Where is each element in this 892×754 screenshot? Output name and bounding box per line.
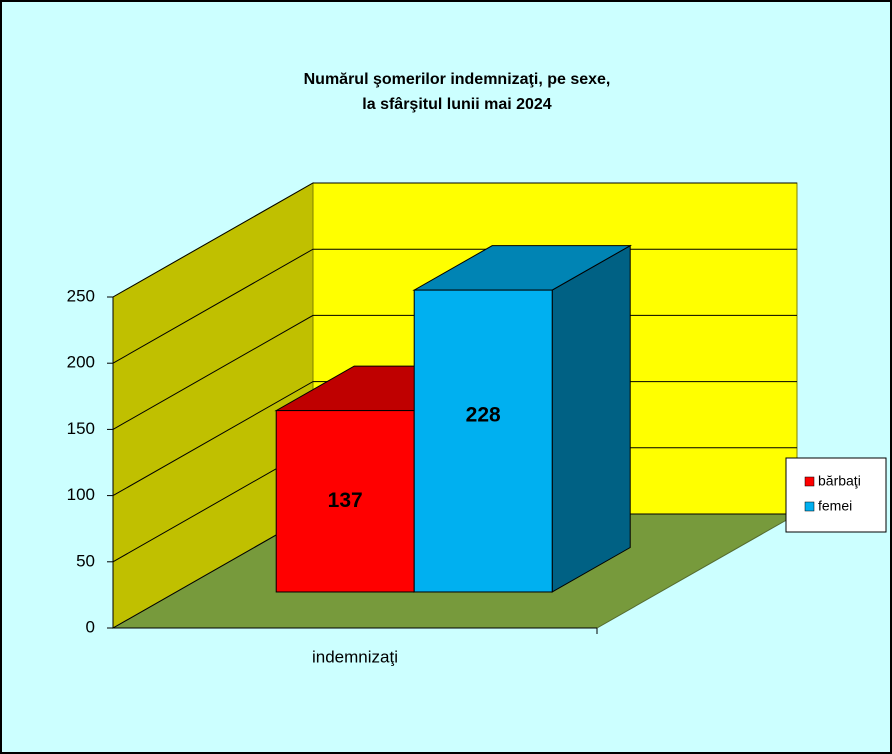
data-label: 137 bbox=[328, 489, 363, 512]
y-tick-label: 200 bbox=[67, 353, 95, 372]
legend-label: bărbaţi bbox=[818, 473, 861, 489]
grid-line bbox=[112, 182, 797, 298]
y-tick-label: 150 bbox=[67, 419, 95, 438]
chart-title: la sfârşitul lunii mai 2024 bbox=[362, 96, 552, 113]
legend bbox=[785, 457, 887, 533]
bar bbox=[413, 289, 553, 593]
data-label: 228 bbox=[466, 404, 501, 427]
y-tick-label: 0 bbox=[86, 617, 95, 636]
legend-swatch bbox=[804, 501, 815, 512]
bar-side bbox=[551, 244, 631, 593]
y-tick-label: 250 bbox=[67, 286, 95, 305]
bar bbox=[275, 410, 415, 593]
chart-title: Numărul şomerilor indemnizaţi, pe sexe, bbox=[304, 71, 611, 88]
grid-line bbox=[112, 314, 797, 430]
y-tick-label: 100 bbox=[67, 485, 95, 504]
grid-line bbox=[112, 248, 797, 364]
x-tick-label: indemnizaţi bbox=[312, 647, 398, 666]
legend-swatch bbox=[804, 476, 815, 487]
y-tick-label: 50 bbox=[76, 551, 95, 570]
grid-line bbox=[112, 381, 797, 497]
legend-label: femei bbox=[818, 498, 852, 514]
